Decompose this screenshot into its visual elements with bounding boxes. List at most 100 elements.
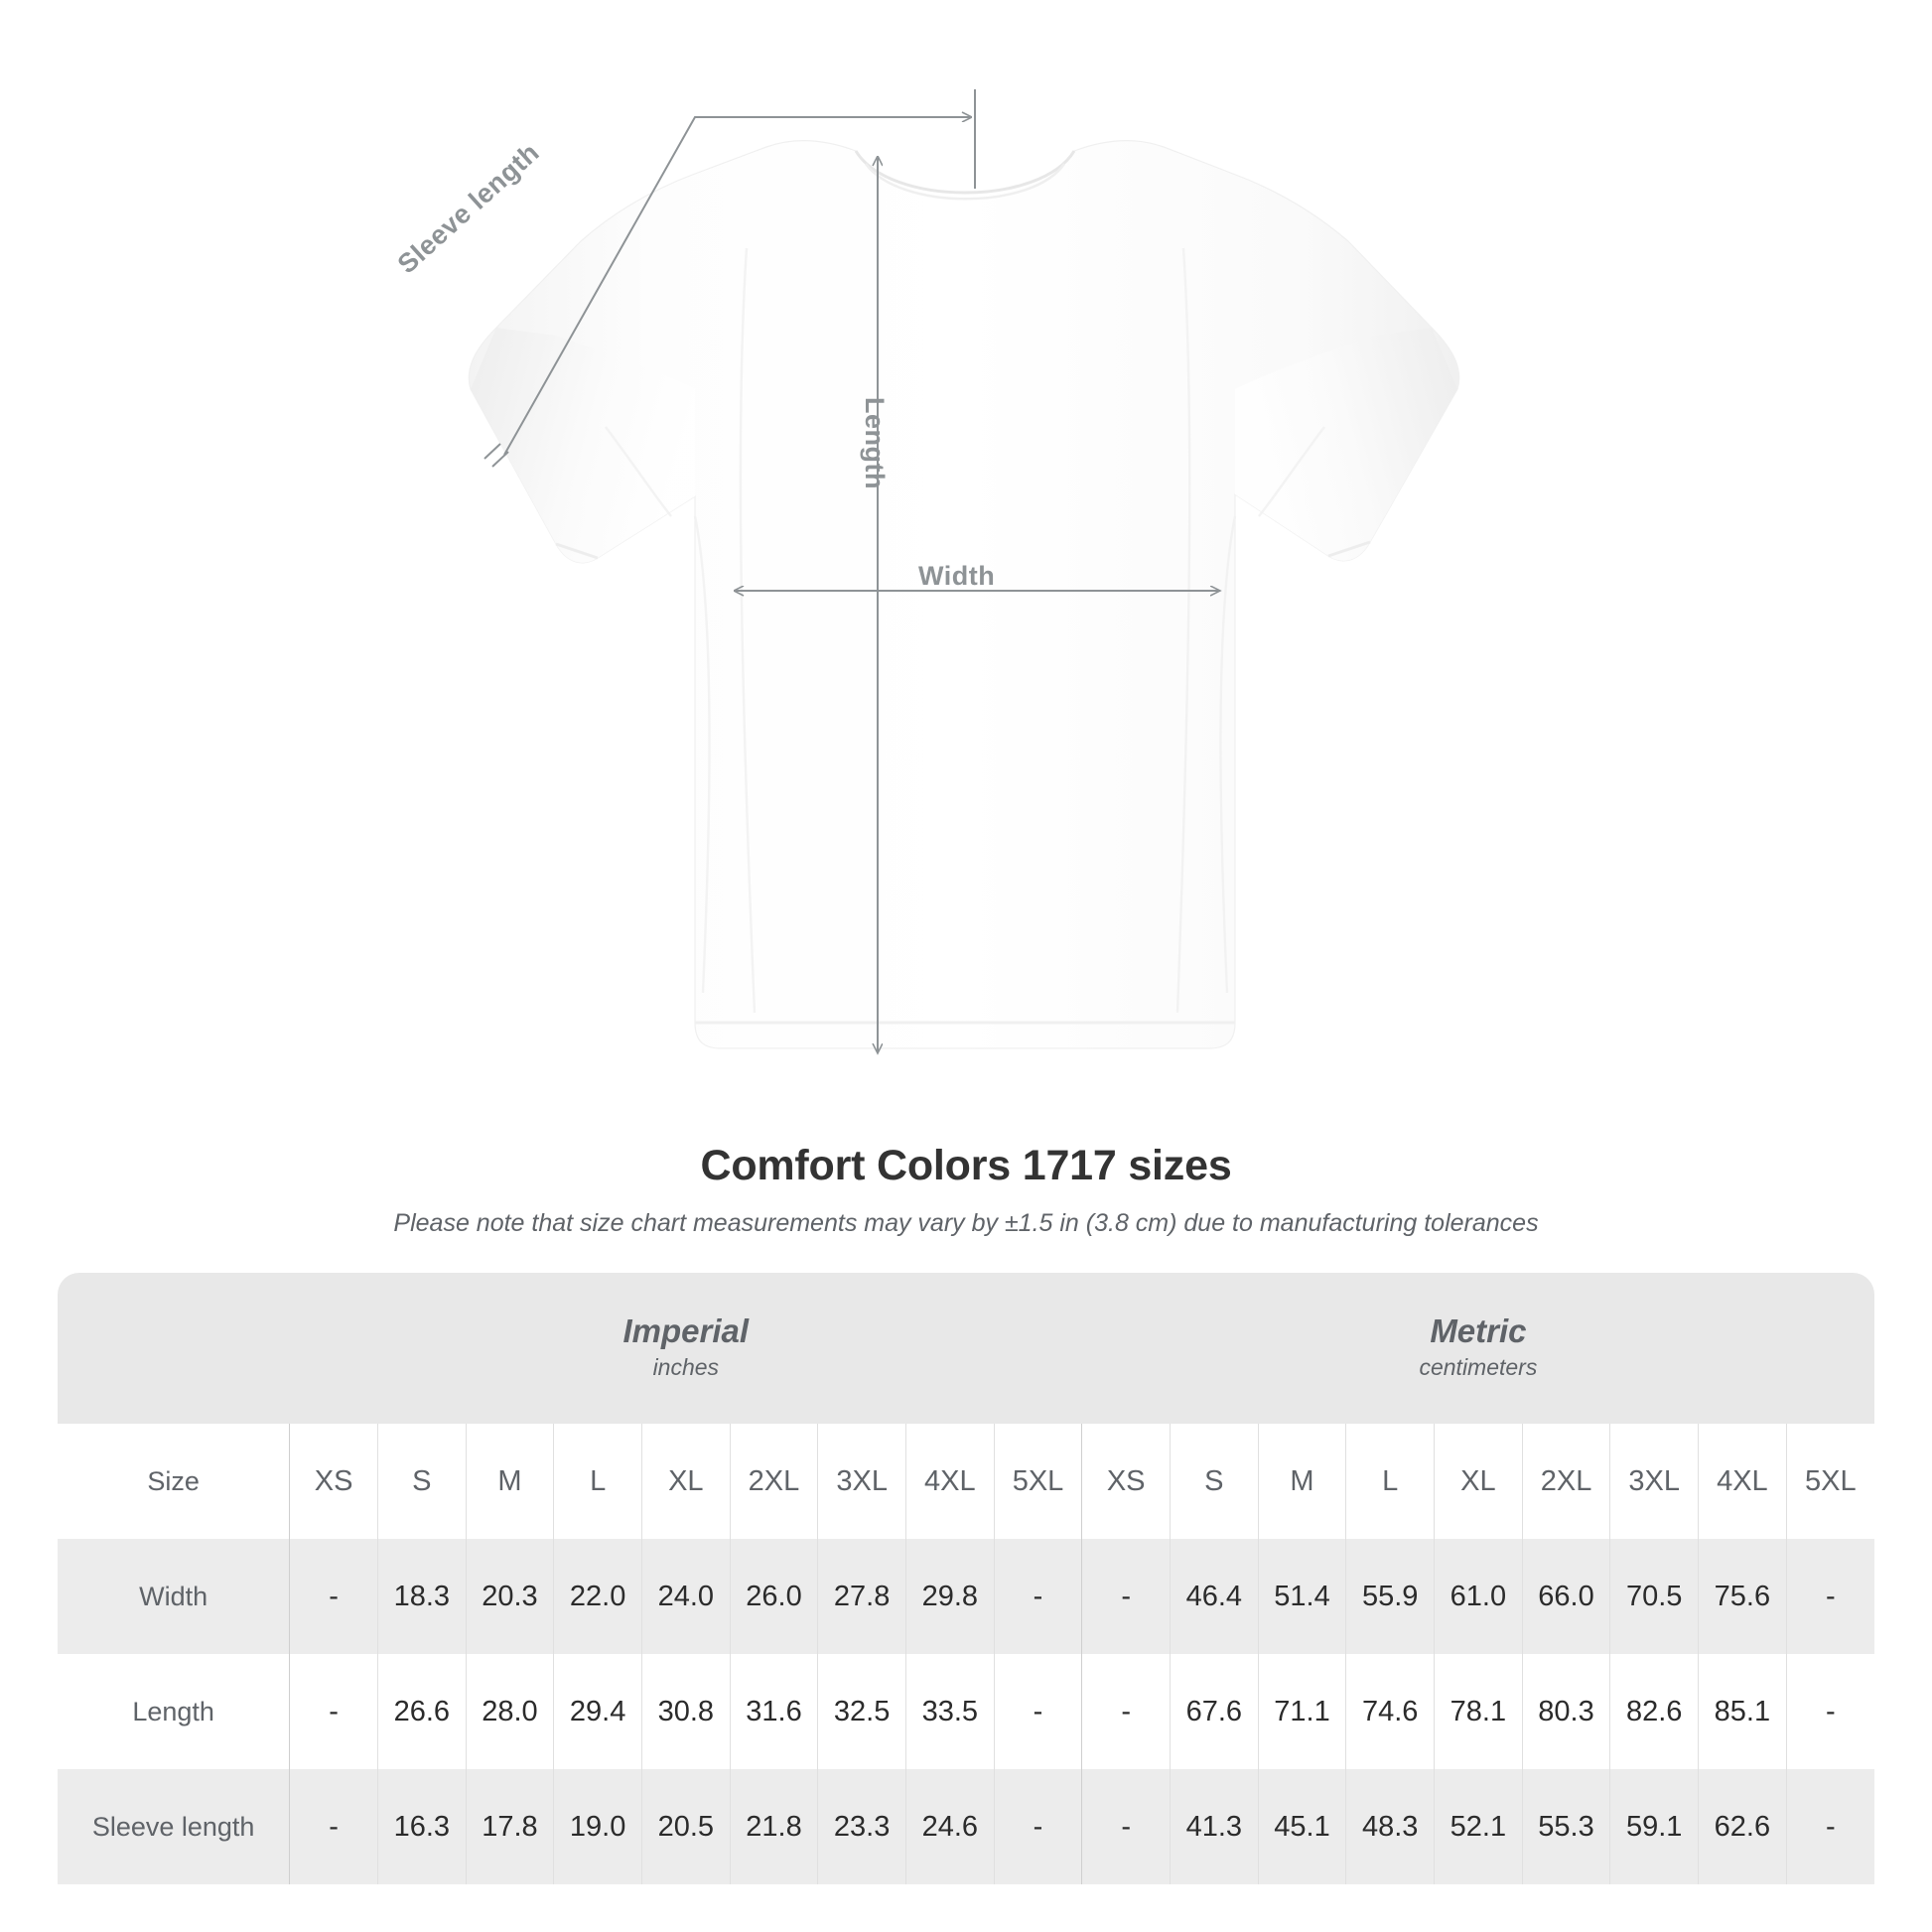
cell-length-imperial-s: 26.6 xyxy=(376,1654,467,1769)
cell-length-metric-2xl: 80.3 xyxy=(1521,1654,1610,1769)
sleeve-arrow-a xyxy=(491,451,509,468)
unit-group-metric-sub: centimeters xyxy=(1419,1353,1538,1380)
cell-length-imperial-4xl: 33.5 xyxy=(904,1654,995,1769)
cell-width-imperial-5xl: - xyxy=(993,1539,1082,1654)
size-col-imperial-2xl: 2XL xyxy=(729,1424,818,1539)
cell-sleeve-metric-2xl: 55.3 xyxy=(1521,1769,1610,1884)
cell-width-metric-xl: 61.0 xyxy=(1434,1539,1523,1654)
size-col-imperial-xl: XL xyxy=(640,1424,731,1539)
cell-sleeve-imperial-4xl: 24.6 xyxy=(904,1769,995,1884)
cell-width-metric-4xl: 75.6 xyxy=(1698,1539,1787,1654)
cell-length-metric-4xl: 85.1 xyxy=(1698,1654,1787,1769)
cell-length-imperial-5xl: - xyxy=(993,1654,1082,1769)
cell-sleeve-imperial-l: 19.0 xyxy=(553,1769,642,1884)
cell-width-imperial-3xl: 27.8 xyxy=(817,1539,906,1654)
cell-width-metric-2xl: 66.0 xyxy=(1521,1539,1610,1654)
unit-group-metric-name: Metric xyxy=(1430,1311,1527,1349)
size-col-imperial-xs: XS xyxy=(289,1424,378,1539)
tshirt-body xyxy=(468,140,1460,1049)
size-header-label: Size xyxy=(58,1424,290,1539)
cell-length-imperial-xl: 30.8 xyxy=(640,1654,731,1769)
cell-sleeve-imperial-s: 16.3 xyxy=(376,1769,467,1884)
tshirt-right-sleeve xyxy=(1235,328,1457,561)
cell-length-metric-s: 67.6 xyxy=(1170,1654,1259,1769)
size-col-metric-2xl: 2XL xyxy=(1521,1424,1610,1539)
cell-sleeve-imperial-xl: 20.5 xyxy=(640,1769,731,1884)
cell-sleeve-imperial-2xl: 21.8 xyxy=(729,1769,818,1884)
size-col-imperial-4xl: 4XL xyxy=(904,1424,995,1539)
size-col-metric-3xl: 3XL xyxy=(1609,1424,1699,1539)
unit-group-row: Imperial inches Metric centimeters xyxy=(58,1273,1874,1424)
cell-width-imperial-4xl: 29.8 xyxy=(904,1539,995,1654)
table-row: Length - 26.6 28.0 29.4 30.8 31.6 32.5 3… xyxy=(58,1654,1874,1769)
tshirt-left-cuff xyxy=(555,542,599,560)
cell-width-imperial-xl: 24.0 xyxy=(640,1539,731,1654)
cell-length-metric-xs: - xyxy=(1081,1654,1171,1769)
size-col-metric-4xl: 4XL xyxy=(1698,1424,1787,1539)
cell-length-metric-3xl: 82.6 xyxy=(1609,1654,1699,1769)
size-col-metric-5xl: 5XL xyxy=(1785,1424,1874,1539)
table-row: Sleeve length - 16.3 17.8 19.0 20.5 21.8… xyxy=(58,1769,1874,1884)
tshirt-left-sleeve xyxy=(471,328,695,563)
unit-spacer-cell xyxy=(58,1273,290,1424)
size-col-imperial-3xl: 3XL xyxy=(817,1424,906,1539)
cell-length-metric-l: 74.6 xyxy=(1345,1654,1435,1769)
cell-length-metric-xl: 78.1 xyxy=(1434,1654,1523,1769)
size-col-metric-s: S xyxy=(1170,1424,1259,1539)
cell-length-imperial-3xl: 32.5 xyxy=(817,1654,906,1769)
tshirt-folds xyxy=(605,247,1325,1014)
sleeve-length-line xyxy=(503,117,971,456)
cell-width-metric-s: 46.4 xyxy=(1170,1539,1259,1654)
cell-width-imperial-l: 22.0 xyxy=(553,1539,642,1654)
cell-sleeve-metric-3xl: 59.1 xyxy=(1609,1769,1699,1884)
cell-length-metric-m: 71.1 xyxy=(1257,1654,1346,1769)
cell-width-metric-m: 51.4 xyxy=(1257,1539,1346,1654)
cell-length-imperial-xs: - xyxy=(289,1654,378,1769)
cell-width-metric-3xl: 70.5 xyxy=(1609,1539,1699,1654)
cell-sleeve-metric-xs: - xyxy=(1081,1769,1171,1884)
size-col-metric-l: L xyxy=(1345,1424,1435,1539)
row-label-width: Width xyxy=(58,1539,290,1654)
cell-width-metric-5xl: - xyxy=(1785,1539,1874,1654)
width-dimension-label: Width xyxy=(918,561,996,591)
measurement-lines xyxy=(483,89,1219,1052)
tshirt-measurement-diagram: Sleeve length Length Width xyxy=(392,89,1460,1112)
size-header-row: Size XS S M L XL 2XL 3XL 4XL 5XL XS S M … xyxy=(58,1424,1874,1539)
unit-group-metric: Metric centimeters xyxy=(1081,1273,1874,1424)
size-chart-table: Imperial inches Metric centimeters Size … xyxy=(58,1273,1874,1884)
size-col-imperial-m: M xyxy=(465,1424,554,1539)
cell-width-metric-l: 55.9 xyxy=(1345,1539,1435,1654)
cell-sleeve-imperial-5xl: - xyxy=(993,1769,1082,1884)
cell-width-imperial-s: 18.3 xyxy=(376,1539,467,1654)
table-row: Width - 18.3 20.3 22.0 24.0 26.0 27.8 29… xyxy=(58,1539,1874,1654)
cell-sleeve-metric-s: 41.3 xyxy=(1170,1769,1259,1884)
length-dimension-label: Length xyxy=(860,397,890,489)
cell-sleeve-metric-m: 45.1 xyxy=(1257,1769,1346,1884)
size-col-imperial-s: S xyxy=(376,1424,467,1539)
unit-group-imperial-name: Imperial xyxy=(622,1311,750,1349)
tshirt-collar-inner xyxy=(864,163,1066,201)
tshirt-illustration xyxy=(468,140,1460,1049)
size-col-metric-m: M xyxy=(1257,1424,1346,1539)
unit-group-imperial: Imperial inches xyxy=(289,1273,1082,1424)
cell-sleeve-metric-5xl: - xyxy=(1785,1769,1874,1884)
cell-sleeve-imperial-xs: - xyxy=(289,1769,378,1884)
page-subtitle: Please note that size chart measurements… xyxy=(393,1209,1539,1237)
cell-sleeve-metric-xl: 52.1 xyxy=(1434,1769,1523,1884)
cell-length-imperial-2xl: 31.6 xyxy=(729,1654,818,1769)
size-col-metric-xl: XL xyxy=(1434,1424,1523,1539)
cell-sleeve-imperial-m: 17.8 xyxy=(465,1769,554,1884)
row-label-length: Length xyxy=(58,1654,290,1769)
cell-sleeve-metric-l: 48.3 xyxy=(1345,1769,1435,1884)
cell-sleeve-metric-4xl: 62.6 xyxy=(1698,1769,1787,1884)
cell-width-metric-xs: - xyxy=(1081,1539,1171,1654)
cell-length-metric-5xl: - xyxy=(1785,1654,1874,1769)
size-col-imperial-5xl: 5XL xyxy=(993,1424,1082,1539)
cell-width-imperial-xs: - xyxy=(289,1539,378,1654)
unit-group-imperial-sub: inches xyxy=(652,1353,720,1380)
sleeve-arrow-b xyxy=(483,443,501,460)
cell-width-imperial-2xl: 26.0 xyxy=(729,1539,818,1654)
size-col-imperial-l: L xyxy=(553,1424,642,1539)
page-title: Comfort Colors 1717 sizes xyxy=(700,1142,1232,1189)
